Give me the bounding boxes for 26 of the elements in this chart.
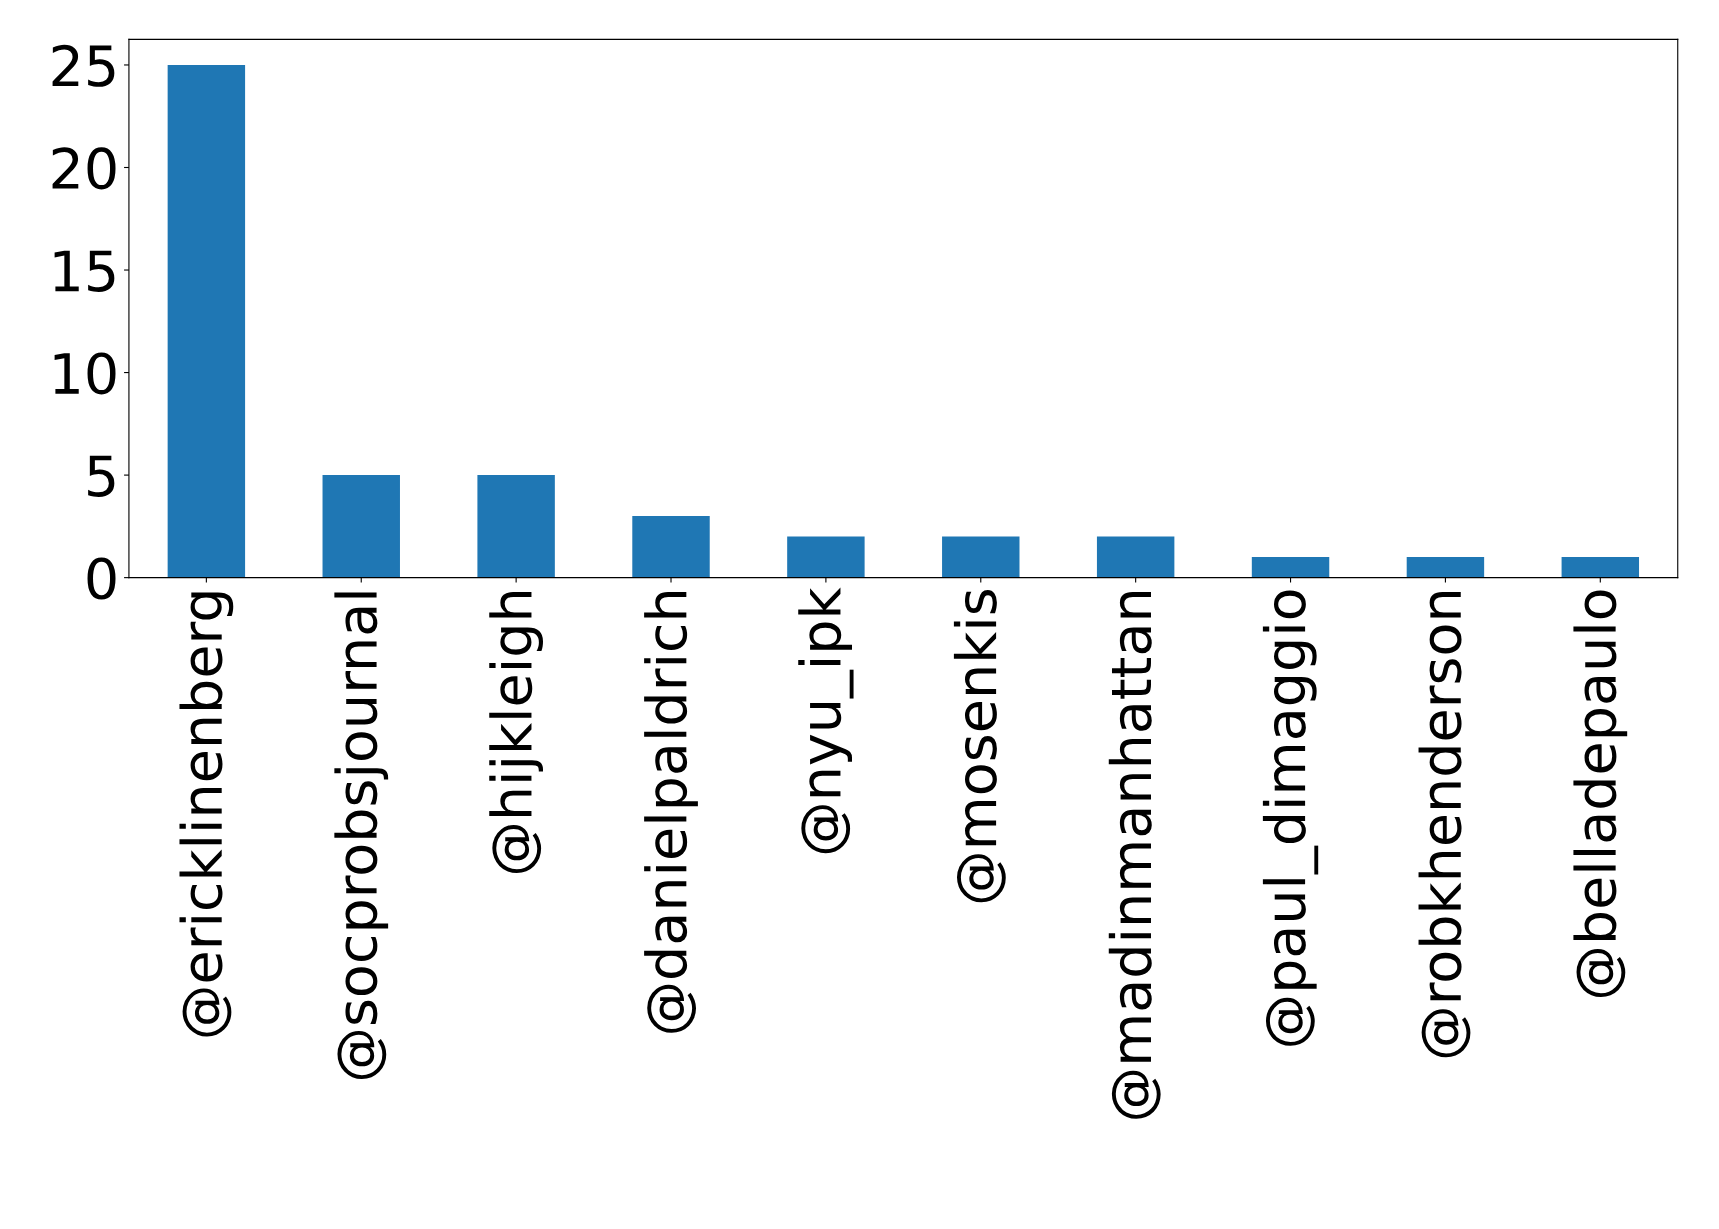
y-tick-label: 5 bbox=[88, 455, 115, 497]
y-tick-label: 20 bbox=[52, 147, 116, 190]
x-tick-label: @socprobsjournal bbox=[334, 592, 389, 1079]
x-tick-label: @danielpaldrich bbox=[644, 592, 698, 1033]
x-tick-label: @madinmanhattan bbox=[1108, 592, 1161, 1119]
x-tick-label: @mosenkis bbox=[953, 590, 1006, 903]
y-tick-label: 25 bbox=[52, 44, 115, 87]
bar bbox=[942, 536, 1020, 578]
x-tick-label: @robkhenderson bbox=[1418, 592, 1471, 1058]
bar bbox=[1406, 557, 1485, 578]
x-tick-label: @nyu_ipk bbox=[798, 587, 854, 854]
bar bbox=[167, 64, 246, 578]
x-tick-label: @paul_dimaggio bbox=[1262, 590, 1319, 1046]
bar bbox=[632, 516, 710, 578]
x-tick-label: @hijkleigh bbox=[489, 592, 544, 874]
y-tick-label: 15 bbox=[54, 250, 115, 292]
bar bbox=[787, 536, 865, 578]
x-tick-label: @belladepaulo bbox=[1573, 590, 1628, 998]
bar bbox=[1096, 536, 1175, 578]
bar bbox=[1251, 557, 1330, 578]
bar bbox=[1561, 557, 1640, 578]
bar bbox=[477, 475, 555, 578]
y-tick-label: 10 bbox=[54, 352, 116, 395]
x-tick-label: @ericklinenberg bbox=[179, 592, 234, 1037]
y-tick-label: 0 bbox=[87, 557, 116, 600]
bar bbox=[322, 475, 400, 578]
